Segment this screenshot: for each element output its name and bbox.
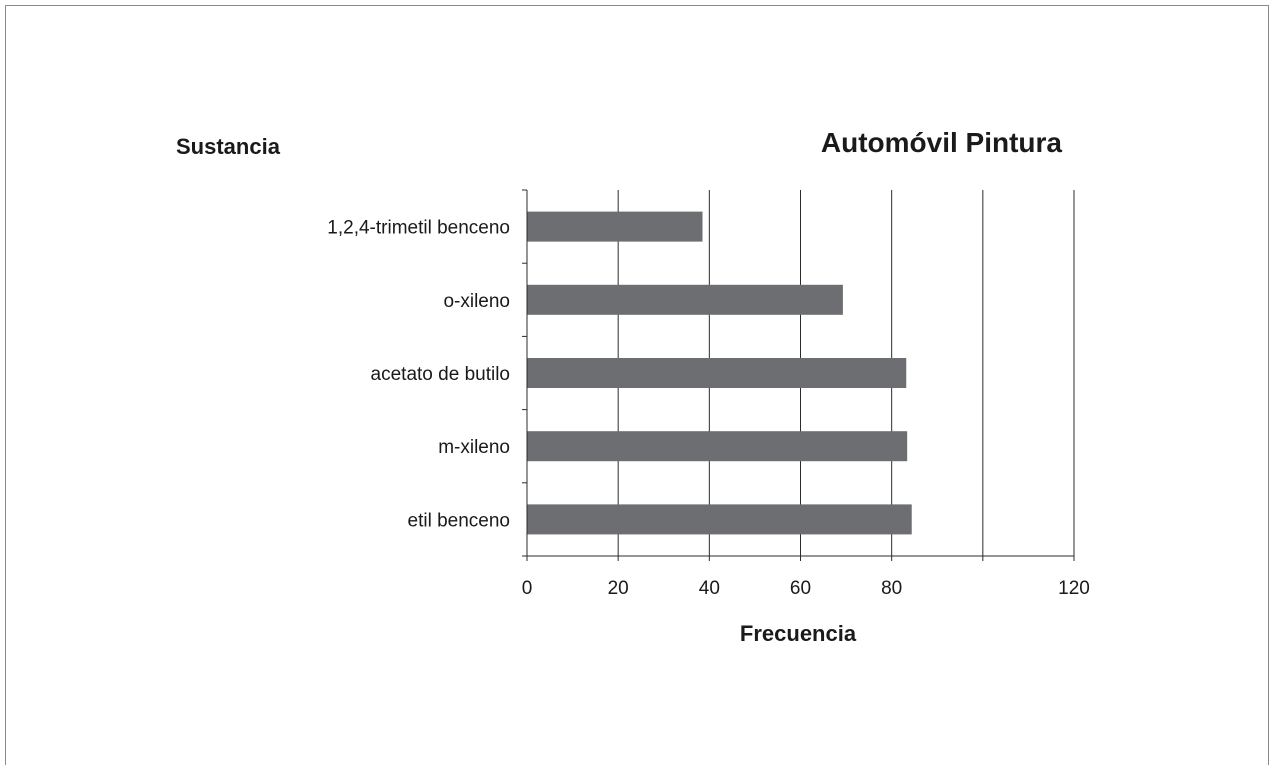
bar-3 <box>527 431 908 462</box>
category-label-2: acetato de butilo <box>371 364 510 385</box>
x-tick-label-2: 40 <box>699 578 720 599</box>
chart-title: Automóvil Pintura <box>821 127 1063 158</box>
x-tick-label-3: 60 <box>790 578 811 599</box>
category-label-3: m-xileno <box>438 437 510 458</box>
x-tick-label-1: 20 <box>608 578 629 599</box>
x-tick-label-5: 120 <box>1058 578 1090 599</box>
bars <box>527 211 912 535</box>
category-label-4: etil benceno <box>408 510 510 531</box>
y-axis-title: Sustancia <box>176 134 281 159</box>
bar-2 <box>527 357 907 389</box>
bar-4 <box>527 504 912 535</box>
category-labels: 1,2,4-trimetil benceno o-xileno acetato de… <box>327 218 510 532</box>
x-axis-title: Frecuencia <box>740 621 857 646</box>
bar-1 <box>527 284 843 315</box>
category-label-1: o-xileno <box>443 291 510 312</box>
axes <box>522 189 1075 561</box>
category-label-0: 1,2,4-trimetil benceno <box>327 218 510 239</box>
x-tick-labels: 0 20 40 60 80 120 <box>522 578 1090 599</box>
x-tick-label-0: 0 <box>522 578 533 599</box>
bar-0 <box>527 211 703 242</box>
x-tick-label-4: 80 <box>881 578 902 599</box>
